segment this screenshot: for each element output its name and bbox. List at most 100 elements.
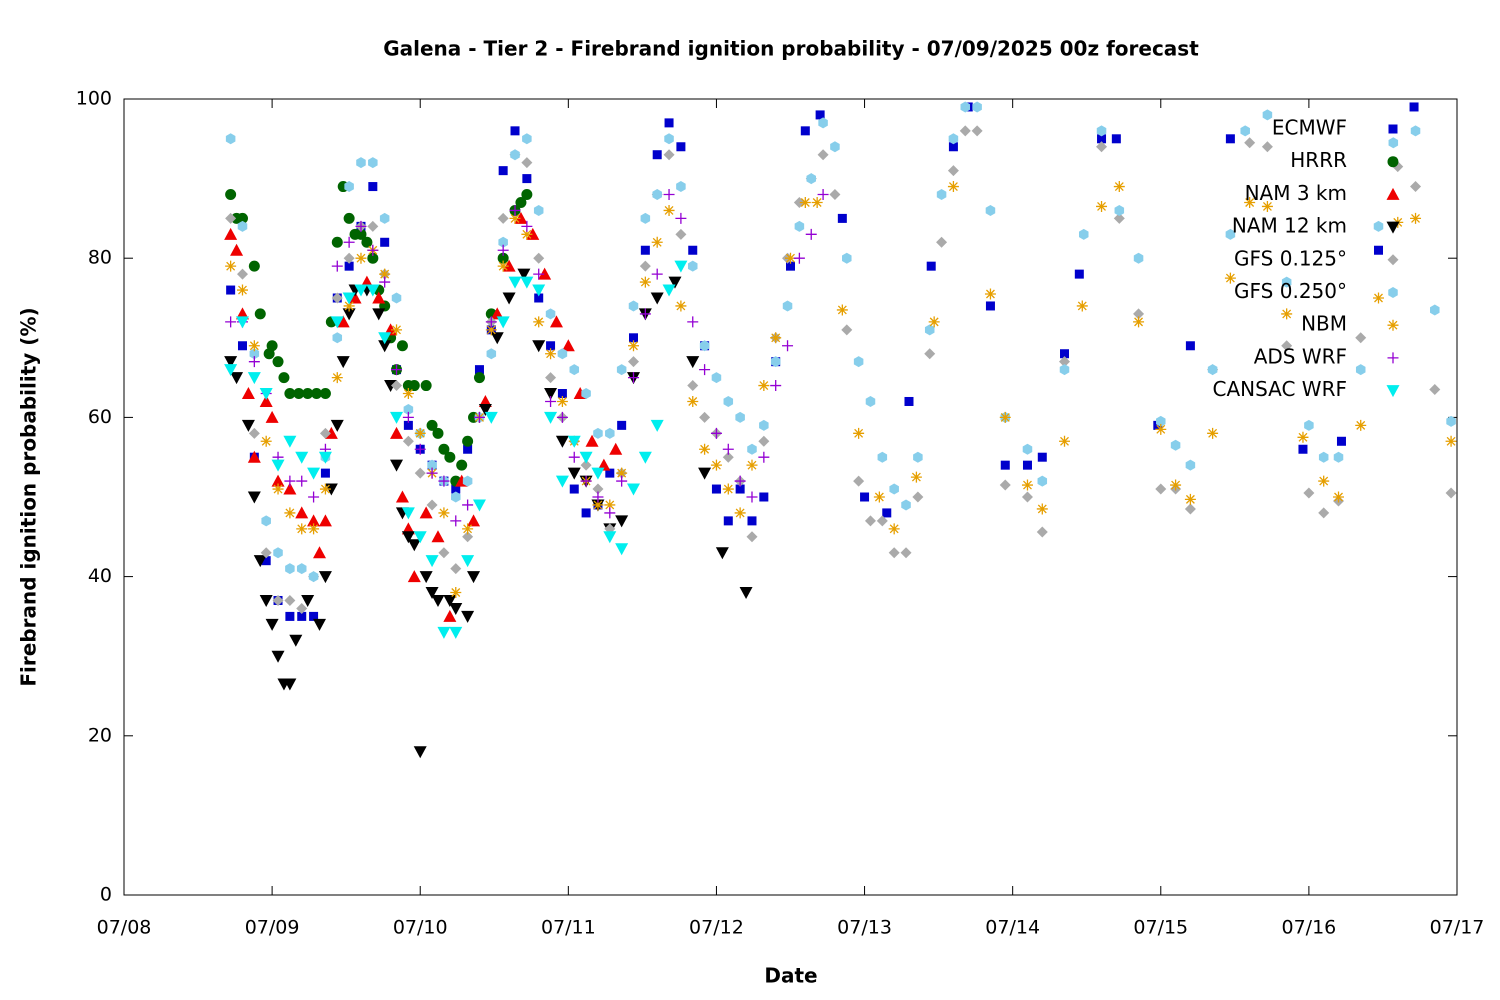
point	[746, 531, 758, 543]
point	[699, 443, 711, 455]
point	[533, 316, 545, 328]
point	[517, 268, 531, 281]
point	[605, 468, 615, 478]
point	[509, 204, 521, 216]
point	[230, 372, 244, 385]
point	[414, 443, 426, 455]
point	[444, 451, 456, 463]
series	[225, 189, 829, 527]
point	[568, 451, 580, 463]
point	[1224, 272, 1236, 284]
point	[225, 316, 237, 328]
point	[770, 332, 782, 344]
point	[1429, 384, 1441, 396]
point	[985, 301, 995, 311]
point	[770, 356, 781, 368]
point	[462, 435, 474, 447]
point	[615, 515, 629, 528]
point	[616, 475, 628, 487]
point	[746, 491, 758, 503]
point	[710, 427, 722, 439]
point	[413, 531, 427, 544]
point	[818, 117, 828, 129]
point	[674, 260, 688, 273]
chart-title: Galena - Tier 2 - Firebrand ignition pro…	[383, 37, 1199, 61]
x-tick-label: 07/13	[837, 917, 892, 939]
point	[473, 411, 485, 423]
point	[785, 252, 796, 264]
point	[308, 571, 319, 583]
point	[331, 236, 343, 248]
point	[343, 300, 355, 312]
point	[782, 300, 793, 312]
point	[425, 555, 439, 568]
point	[688, 245, 698, 255]
point	[1096, 200, 1108, 212]
point	[793, 252, 805, 264]
point	[1021, 491, 1033, 503]
point	[1333, 451, 1344, 463]
point	[715, 547, 729, 560]
point	[467, 571, 481, 584]
point	[461, 555, 475, 568]
legend-symbol	[1387, 319, 1399, 331]
legend-symbol	[1386, 187, 1400, 200]
point	[379, 276, 391, 288]
point	[533, 204, 544, 216]
point	[853, 427, 865, 439]
y-tick-label: 0	[100, 884, 112, 906]
point	[985, 204, 996, 216]
point	[1133, 308, 1145, 320]
point	[936, 189, 947, 201]
point	[342, 292, 356, 305]
point	[1318, 451, 1329, 463]
point	[1281, 308, 1293, 320]
point	[497, 260, 509, 272]
point	[313, 546, 327, 559]
point	[271, 459, 285, 472]
point	[734, 507, 746, 519]
series	[224, 211, 623, 622]
point	[336, 315, 350, 328]
point	[378, 332, 392, 345]
point	[1184, 503, 1196, 515]
point	[224, 227, 238, 240]
point	[426, 467, 438, 479]
point	[225, 133, 236, 145]
point	[247, 491, 261, 504]
y-tick-label: 20	[88, 724, 112, 746]
point	[889, 483, 899, 495]
point	[928, 316, 940, 328]
point	[882, 508, 892, 518]
point	[544, 388, 558, 401]
point	[1410, 212, 1422, 224]
point	[628, 372, 640, 384]
point	[1185, 341, 1195, 351]
point	[456, 459, 468, 471]
point	[569, 364, 580, 376]
point	[497, 252, 509, 264]
point	[758, 380, 770, 392]
point	[533, 268, 545, 280]
point	[320, 468, 330, 478]
point	[698, 467, 712, 480]
point	[592, 483, 604, 495]
point	[226, 285, 236, 295]
point	[510, 149, 520, 161]
point	[662, 284, 676, 297]
point	[722, 451, 734, 463]
point	[236, 212, 248, 224]
point	[318, 514, 332, 527]
point	[723, 516, 733, 526]
point	[301, 594, 315, 607]
point	[664, 133, 674, 145]
point	[224, 364, 238, 377]
point	[699, 411, 711, 423]
point	[747, 443, 757, 455]
point	[249, 348, 260, 360]
point	[538, 267, 552, 280]
point	[1114, 204, 1125, 216]
point	[261, 556, 271, 566]
legend-symbol	[1386, 385, 1400, 398]
point	[450, 515, 462, 527]
